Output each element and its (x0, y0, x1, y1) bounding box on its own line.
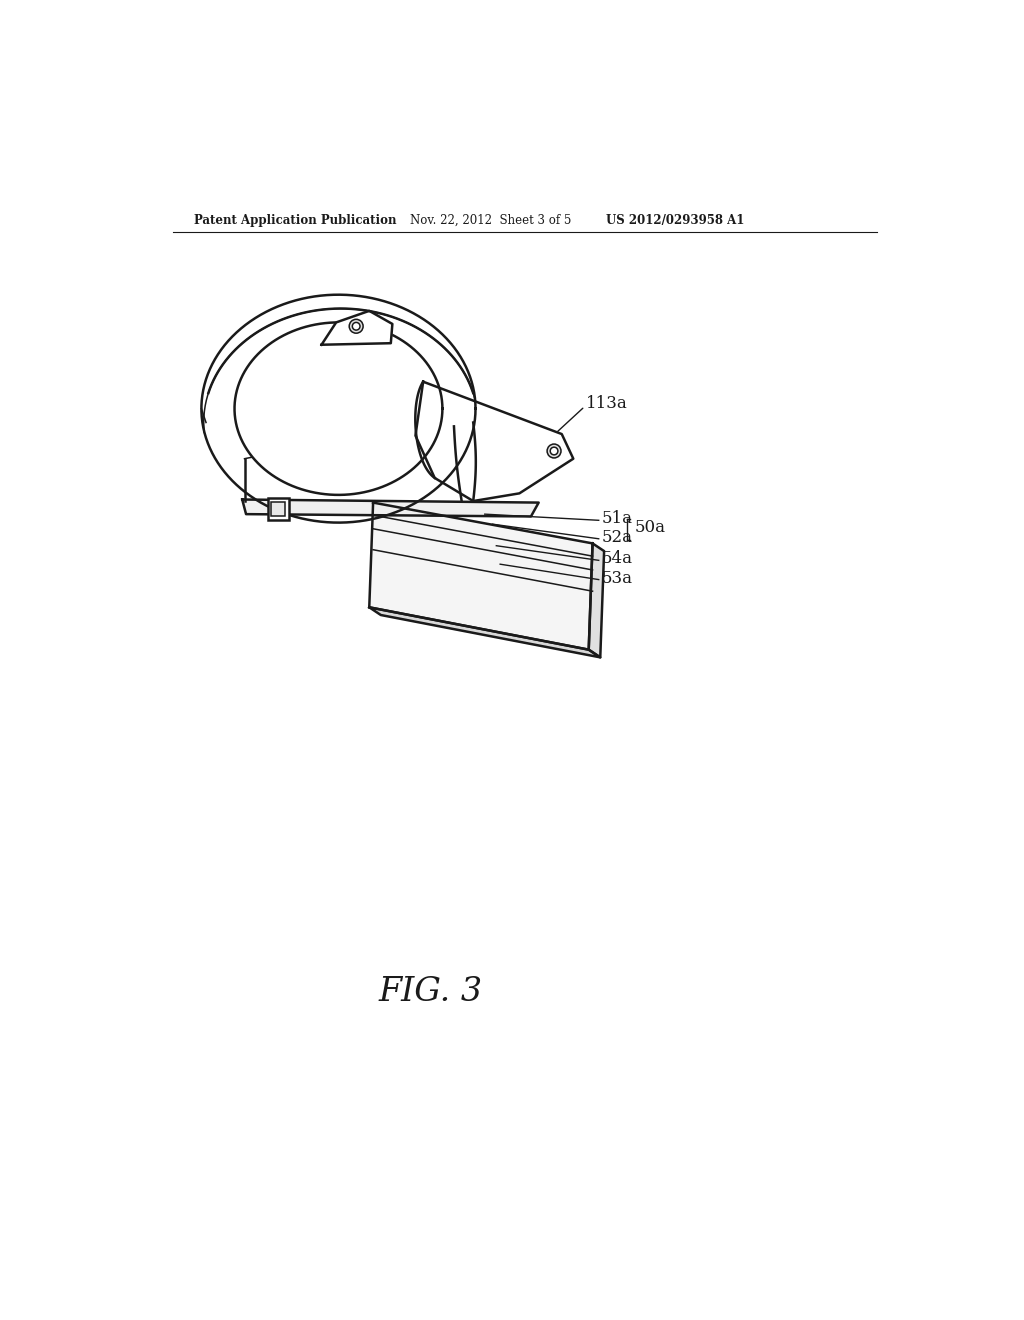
Polygon shape (243, 499, 539, 516)
Text: 50a: 50a (635, 520, 666, 536)
Circle shape (352, 322, 360, 330)
Bar (267, 498, 289, 520)
Circle shape (349, 319, 364, 333)
Text: Patent Application Publication: Patent Application Publication (195, 214, 397, 227)
Circle shape (547, 444, 561, 458)
Text: US 2012/0293958 A1: US 2012/0293958 A1 (605, 214, 744, 227)
Text: 51a: 51a (602, 511, 633, 527)
Text: 52a: 52a (602, 529, 633, 545)
Bar (271, 502, 286, 516)
Text: 53a: 53a (602, 569, 633, 586)
Polygon shape (370, 607, 600, 657)
Polygon shape (589, 544, 604, 657)
Polygon shape (322, 312, 392, 345)
Polygon shape (416, 381, 573, 502)
Text: 113a: 113a (587, 395, 628, 412)
Polygon shape (370, 503, 593, 649)
Text: FIG. 3: FIG. 3 (379, 975, 483, 1007)
Text: 54a: 54a (602, 550, 633, 568)
Circle shape (550, 447, 558, 455)
Text: Nov. 22, 2012  Sheet 3 of 5: Nov. 22, 2012 Sheet 3 of 5 (410, 214, 571, 227)
